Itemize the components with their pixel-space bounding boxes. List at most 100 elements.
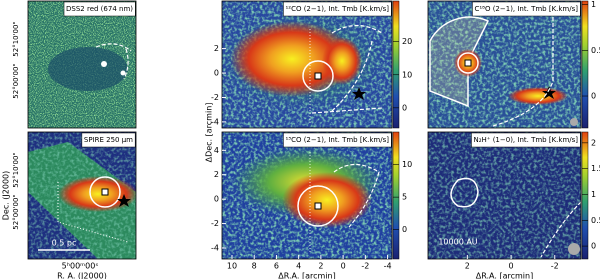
map-feature [230,21,354,97]
map-feature [89,176,121,208]
colorbar-label: 10 [402,70,412,79]
x-tick-label: 0 [341,262,346,271]
map-feature [302,60,334,92]
map-feature [568,243,580,255]
map-feature [297,185,339,227]
panel-title: N₂H⁺ (1−0), Int. Tmb [K.km/s] [473,136,578,144]
y-tick-label: 0 [214,195,219,204]
panel-frame [427,131,582,260]
map-feature [508,87,568,105]
map-image [428,1,581,128]
panel-title: ¹³CO (2−1), Int. Tmb [K.km/s] [285,136,389,144]
colorbar [392,131,400,260]
map-feature [48,47,128,91]
panel-frame [27,0,137,129]
x-axis-label: ΔR.A. [arcmin] [476,272,533,279]
panel-title: C¹⁸O (2−1), Int. Tmb [K.km/s] [474,5,578,13]
map-feature [120,70,126,76]
map-feature [57,182,129,243]
y-tick-label: -4 [211,244,219,253]
map-image [428,132,581,259]
x-tick-label: 2 [318,262,323,271]
title-box [81,132,136,148]
panel-frame [221,131,393,260]
colorbar-label: 2 [591,138,596,147]
y-axis-label: ΔDec. [arcmin] [205,103,214,163]
map-feature [492,11,554,127]
colorbar-label: 5 [402,193,407,202]
map-feature [95,43,132,80]
map-feature [570,118,578,126]
scale-label: 10000 AU [438,238,477,247]
x-axis-label: R. A. (J2000) [57,272,107,279]
map-feature [464,59,472,67]
colorbar-label: 0 [591,92,596,101]
map-feature [540,201,581,258]
colorbar [581,0,589,129]
x-axis-label: ΔR.A. [arcmin] [278,272,335,279]
map-feature [101,61,107,67]
panel-frame [27,131,137,260]
panel: ¹³CO (2−1), Int. Tmb [K.km/s] 10 8 6 4 2 0 -2 -4… [205,103,413,279]
map-feature [314,202,322,210]
x-tick-label: 6 [274,262,279,271]
y-tick-label: 52°00'00" [12,194,20,229]
y-tick-label: 2 [214,170,219,179]
y-tick-label: -2 [211,219,219,228]
title-box [472,1,581,17]
map-feature [450,177,479,208]
x-tick-label: 4 [296,262,301,271]
map-feature [58,176,136,212]
panel-title: DSS2 red (674 nm) [66,5,133,13]
map-feature [457,52,479,74]
map-feature [282,172,372,228]
x-tick-label: 0 [509,262,514,271]
scale-label: 0.5 pc [52,239,77,248]
map-feature [314,72,322,80]
colorbar-label: 1.5 [591,164,600,173]
y-tick-label: 52°00'00" [12,63,20,98]
panel: SPIRE 250 μm 52°10'00" 52°00'00" 5ʰ00ᵐ00ˢR.… [2,131,137,279]
title-box [63,1,136,17]
y-tick-label: -2 [211,93,219,102]
colorbar-label: 1 [591,190,596,199]
colorbar [581,131,589,260]
panel: DSS2 red (674 nm) 52°10'00" 52°00'00" [12,0,137,129]
colorbar-label: 20 [402,37,412,46]
colorbar-label: 1 [591,0,596,9]
panel: N₂H⁺ (1−0), Int. Tmb [K.km/s] 2 0 -2 ΔR.A. [… [427,131,600,279]
y-tick-label: 52°10'00" [12,152,20,187]
title-box [283,1,392,17]
map-feature [428,1,581,128]
colorbar-label: 0 [591,242,596,251]
map-image [222,1,392,128]
colorbar-label: 10 [402,160,412,169]
panel-title: ¹²CO (2−1), Int. Tmb [K.km/s] [285,5,389,13]
x-tick-label: -2 [361,262,369,271]
x-tick-label: 2 [465,262,470,271]
map-feature [352,87,366,100]
map-image [28,132,136,259]
x-tick-label: 10 [227,262,237,271]
map-feature [101,188,109,196]
map-feature [311,24,383,114]
map-image [28,1,136,128]
map-feature [322,37,362,85]
title-box [283,132,392,148]
panel-frame [221,0,393,129]
x-tick-label: 5ʰ00ᵐ00ˢ [62,262,99,271]
colorbar-label: 0.5 [591,46,600,55]
y-tick-label: 4 [214,146,219,155]
colorbar [392,0,400,129]
x-tick-label: 8 [252,262,257,271]
colorbar-label: 0 [402,103,407,112]
y-tick-label: -4 [211,117,219,126]
panel-title: SPIRE 250 μm [84,136,133,144]
y-axis-label: Dec. (J2000) [2,171,11,221]
map-feature [333,163,380,228]
map-image [222,132,392,259]
map-feature [428,132,581,259]
map-feature [117,194,131,207]
